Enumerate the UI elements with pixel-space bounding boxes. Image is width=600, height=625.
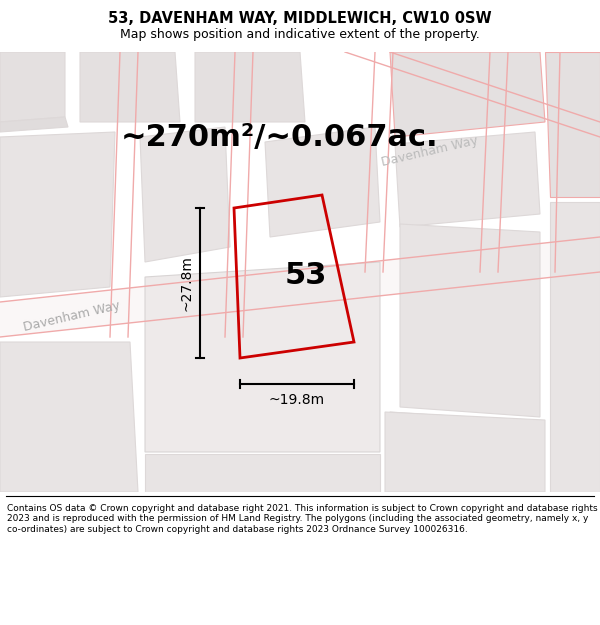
Polygon shape [0,117,68,132]
Polygon shape [145,454,380,492]
Polygon shape [145,262,380,452]
Polygon shape [0,237,600,337]
Polygon shape [400,224,540,417]
Polygon shape [550,202,600,492]
Polygon shape [395,132,540,227]
Text: ~27.8m: ~27.8m [179,255,193,311]
Text: 53: 53 [284,261,326,290]
Polygon shape [390,412,540,492]
Polygon shape [390,52,545,137]
Text: Map shows position and indicative extent of the property.: Map shows position and indicative extent… [120,28,480,41]
Text: ~19.8m: ~19.8m [269,393,325,407]
Polygon shape [265,127,380,237]
Text: Contains OS data © Crown copyright and database right 2021. This information is : Contains OS data © Crown copyright and d… [7,504,598,534]
Text: 53, DAVENHAM WAY, MIDDLEWICH, CW10 0SW: 53, DAVENHAM WAY, MIDDLEWICH, CW10 0SW [108,11,492,26]
Text: Davenham Way: Davenham Way [22,299,122,334]
Polygon shape [0,132,115,297]
Polygon shape [195,52,305,122]
Polygon shape [0,342,138,492]
Text: Davenham Way: Davenham Way [380,134,479,169]
Polygon shape [140,127,230,262]
Polygon shape [385,412,545,492]
Polygon shape [545,52,600,197]
Polygon shape [80,52,180,122]
Text: ~270m²/~0.067ac.: ~270m²/~0.067ac. [121,122,439,151]
Polygon shape [0,52,65,122]
